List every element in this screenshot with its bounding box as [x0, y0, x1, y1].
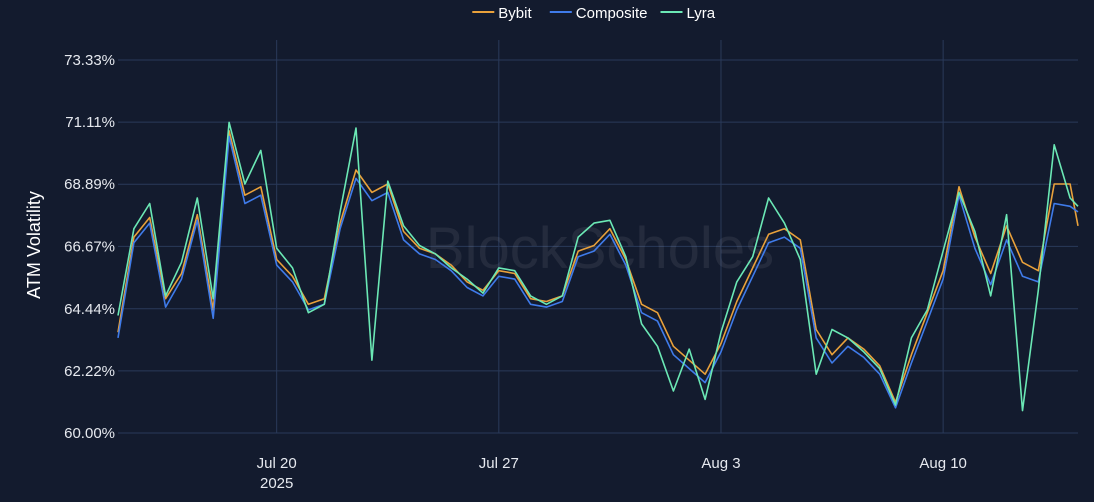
y-tick-label: 66.67% — [64, 238, 115, 255]
series-lyra — [117, 121, 1079, 412]
legend-item-composite[interactable]: Composite — [549, 5, 648, 22]
legend[interactable]: Bybit Composite Lyra — [472, 5, 716, 22]
y-tick-label: 71.11% — [65, 114, 115, 131]
y-axis-title: ATM Volatility — [24, 191, 44, 299]
legend-label: Composite — [576, 5, 648, 22]
legend-label: Bybit — [498, 5, 532, 22]
y-axis: 60.00% 62.22% 64.44% 66.67% 68.89% 71.11% 73.3… — [64, 52, 115, 442]
grid — [118, 40, 1078, 434]
series-line-composite — [117, 135, 1079, 409]
x-tick-label: Jul 27 — [479, 455, 519, 472]
legend-item-bybit[interactable]: Bybit — [472, 5, 532, 22]
legend-item-lyra[interactable]: Lyra — [660, 5, 716, 22]
legend-label: Lyra — [687, 5, 716, 22]
y-tick-label: 64.44% — [64, 301, 115, 318]
y-tick-label: 73.33% — [64, 52, 115, 69]
series-composite — [117, 135, 1079, 409]
y-tick-label: 62.22% — [64, 363, 115, 380]
series-line-bybit — [117, 130, 1079, 404]
y-tick-label: 60.00% — [64, 425, 115, 442]
watermark-logo: BlockScholes — [426, 216, 774, 281]
x-tick-label: Aug 10 — [919, 455, 967, 472]
x-axis: Jul 20 2025 Jul 27 Aug 3 Aug 10 — [257, 455, 967, 492]
x-tick-label: Aug 3 — [701, 455, 740, 472]
series-lines — [117, 121, 1079, 412]
x-tick-label: Jul 20 — [257, 455, 297, 472]
series-line-lyra — [117, 121, 1079, 412]
x-tick-year-label: 2025 — [260, 475, 293, 492]
y-tick-label: 68.89% — [64, 176, 115, 193]
